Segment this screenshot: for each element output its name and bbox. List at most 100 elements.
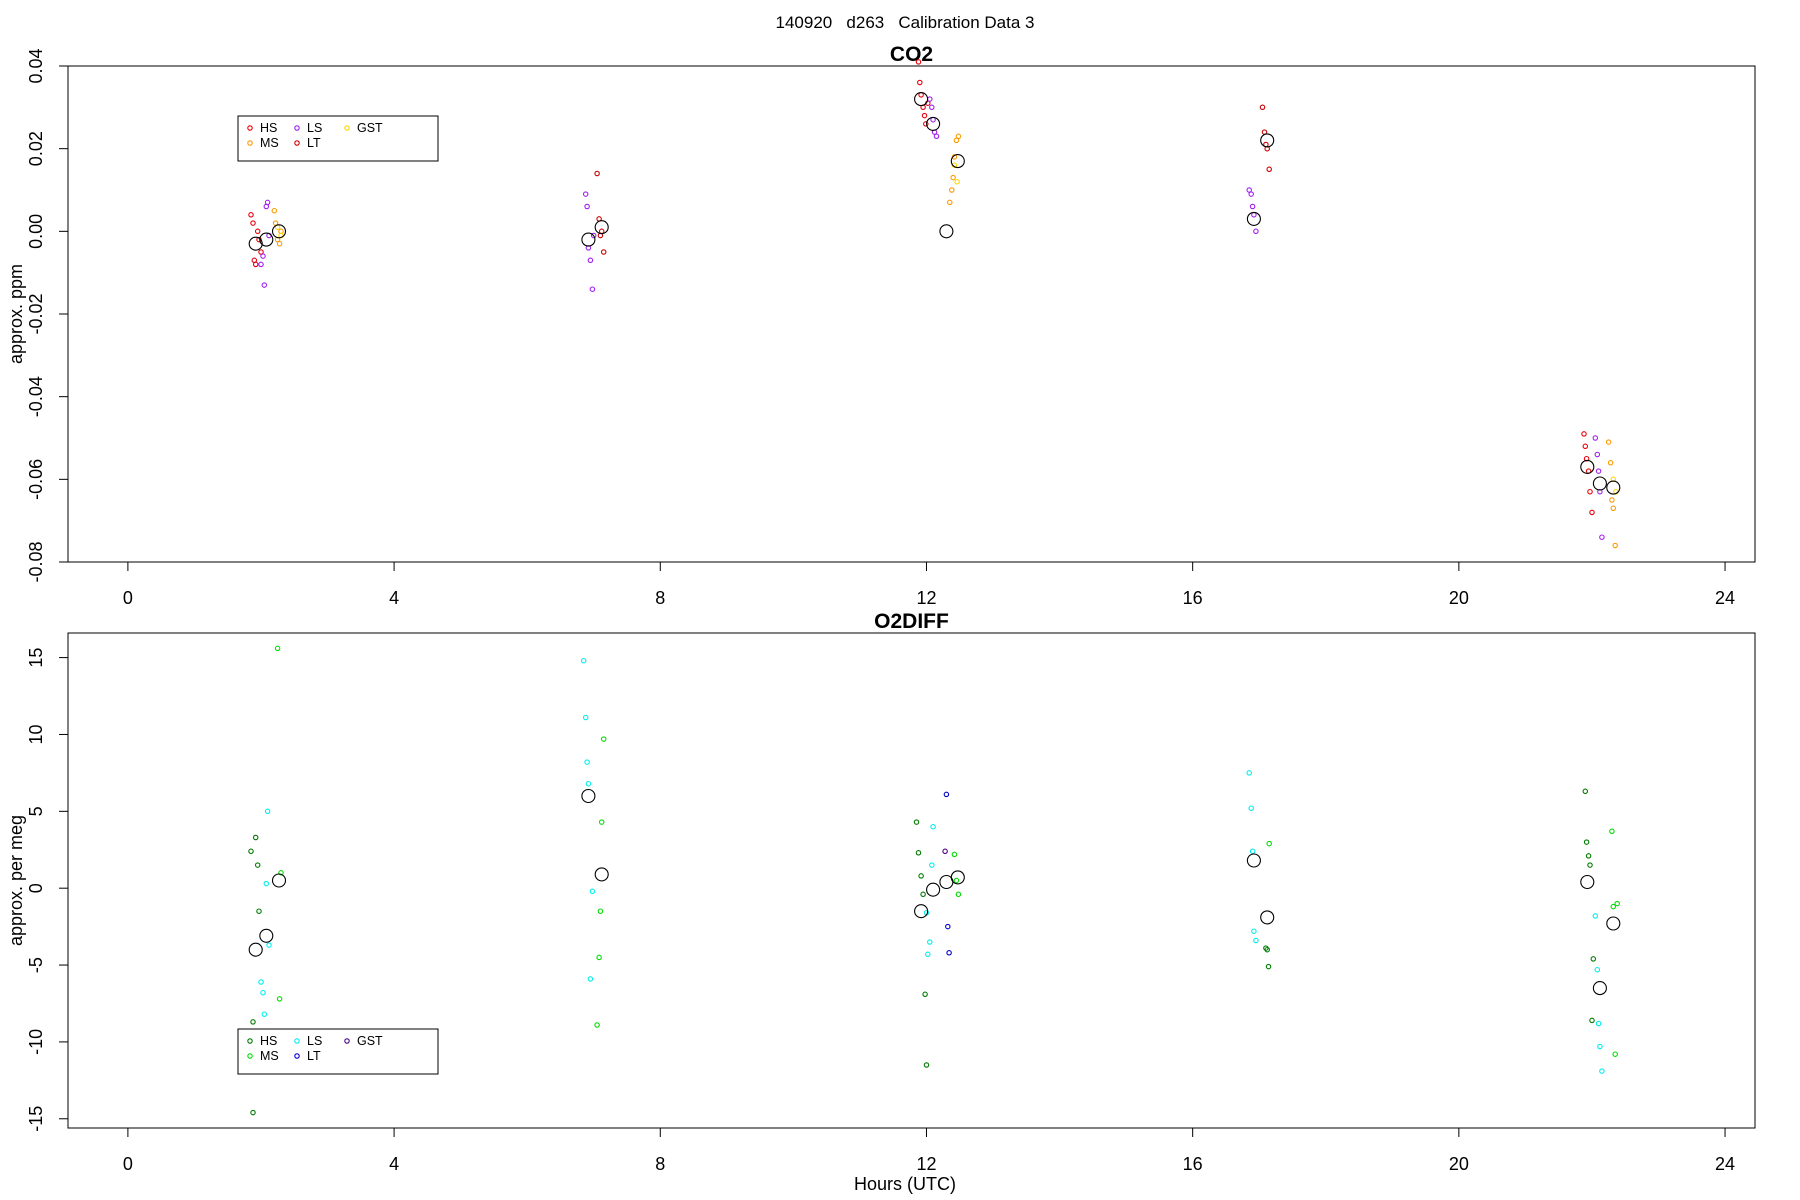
- o2diff-legend-marker-lt: [294, 1053, 300, 1059]
- co2-point-ms: [1609, 497, 1615, 503]
- co2-x-tick-label: 8: [655, 588, 665, 608]
- co2-point-hs: [258, 249, 264, 255]
- o2diff-mean-marker: [926, 882, 941, 897]
- co2-point-ls: [1594, 451, 1601, 458]
- o2diff-y-tick-label: 15: [26, 648, 46, 668]
- co2-point-ms: [949, 187, 955, 193]
- o2diff-x-axis: 0 4 8 12 16 20 24: [123, 1127, 1735, 1174]
- co2-point-hs: [1589, 509, 1595, 516]
- o2diff-point-ms: [600, 736, 607, 742]
- o2diff-point-hs: [252, 834, 259, 841]
- co2-point-hs: [917, 79, 923, 86]
- o2diff-legend-label-gst: GST: [357, 1034, 383, 1048]
- o2diff-point-hs: [913, 819, 920, 825]
- co2-y-tick-label: -0.06: [26, 459, 46, 500]
- co2-point-ls: [930, 116, 936, 123]
- co2-legend-marker-lt: [294, 140, 300, 146]
- co2-mean-marker: [259, 232, 274, 247]
- co2-point-ms: [950, 174, 956, 181]
- o2diff-y-tick-label: 10: [26, 724, 46, 744]
- co2-point-lt: [1259, 104, 1266, 111]
- o2diff-mean-marker: [259, 928, 274, 943]
- co2-point-hs: [923, 121, 929, 127]
- o2diff-point-lt: [943, 791, 950, 798]
- o2diff-point-ls: [930, 823, 936, 830]
- co2-mean-marker: [581, 232, 596, 247]
- co2-mean-marker: [271, 224, 287, 239]
- o2diff-mean-marker: [248, 942, 263, 957]
- co2-point-hs: [1587, 488, 1593, 495]
- o2diff-series-ls: [258, 657, 1605, 1074]
- co2-legend-label-gst: GST: [357, 121, 383, 135]
- o2diff-point-hs: [1589, 1017, 1595, 1024]
- o2diff-point-ls: [1597, 1043, 1603, 1050]
- o2diff-x-tick-label: 8: [655, 1154, 665, 1174]
- co2-point-lt: [598, 228, 605, 235]
- co2-point-ls: [1251, 212, 1257, 218]
- o2diff-point-hs: [918, 873, 924, 879]
- co2-mean-marker: [1592, 476, 1607, 491]
- o2diff-title: O2DIFF: [874, 610, 949, 633]
- o2diff-mean-marker: [1260, 910, 1275, 925]
- co2-point-ms: [947, 199, 953, 206]
- o2diff-point-ls: [261, 1011, 268, 1017]
- co2-mean-marker: [248, 236, 263, 251]
- o2diff-point-hs: [922, 991, 928, 998]
- o2diff-point-ms: [598, 819, 605, 825]
- o2diff-point-hs: [1264, 946, 1270, 953]
- o2diff-x-tick-label: 24: [1715, 1154, 1735, 1174]
- o2diff-point-ls: [587, 976, 594, 982]
- o2diff-panel: O2DIFF 0 4 8 12 16 20 24 -15 -10 -5 0 5 10 15 approx. p…: [6, 610, 1756, 1174]
- co2-point-ls: [261, 282, 268, 288]
- co2-y-tick-label: -0.02: [26, 293, 46, 334]
- co2-y-axis: -0.08 -0.06 -0.04 -0.02 0.00 0.02 0.04: [26, 48, 69, 583]
- o2diff-point-ms: [953, 877, 960, 884]
- o2diff-legend-marker-hs: [247, 1038, 253, 1044]
- co2-legend-box: [237, 115, 439, 162]
- o2diff-x-tick-label: 12: [916, 1154, 936, 1174]
- co2-y-tick-label: -0.08: [26, 541, 46, 582]
- co2-mean-marker: [1260, 133, 1275, 148]
- co2-legend-label-ls: LS: [307, 121, 322, 135]
- o2diff-y-tick-label: 0: [26, 883, 46, 893]
- o2diff-point-ls: [1595, 1020, 1602, 1027]
- o2diff-point-hs: [915, 850, 922, 856]
- o2diff-point-hs: [1583, 839, 1590, 845]
- co2-point-hs: [248, 212, 254, 218]
- o2diff-point-hs: [248, 848, 254, 855]
- o2diff-point-ls: [263, 880, 270, 887]
- o2diff-legend-box: [237, 1028, 439, 1075]
- co2-legend-label-hs: HS: [260, 121, 277, 135]
- o2diff-point-ms: [276, 996, 283, 1002]
- o2diff-x-tick-label: 0: [123, 1154, 133, 1174]
- co2-legend-label-lt: LT: [307, 136, 321, 150]
- o2diff-mean-marker: [1246, 853, 1261, 868]
- o2diff-point-ls: [1248, 805, 1254, 811]
- o2diff-point-ls: [1246, 770, 1252, 776]
- co2-point-ms: [1612, 542, 1618, 549]
- co2-point-ls: [1246, 187, 1252, 193]
- o2diff-point-lt: [946, 950, 952, 956]
- o2diff-point-ls: [1594, 966, 1601, 973]
- co2-title: CO2: [890, 43, 933, 66]
- o2diff-legend-label-ls: LS: [307, 1034, 322, 1048]
- o2diff-point-ls: [927, 939, 933, 945]
- co2-legend-marker-ms: [247, 140, 253, 146]
- co2-point-ls: [1253, 228, 1259, 235]
- o2diff-point-ms: [1609, 828, 1615, 835]
- o2diff-mean-marker: [271, 873, 287, 888]
- co2-point-gst: [954, 178, 960, 185]
- o2diff-point-ls: [258, 979, 264, 985]
- o2diff-y-tick-label: 5: [26, 806, 46, 816]
- co2-point-hs: [250, 220, 256, 226]
- o2diff-point-hs: [1587, 862, 1593, 868]
- co2-x-tick-label: 24: [1715, 588, 1735, 608]
- o2diff-mean-marker: [1606, 916, 1621, 931]
- co2-series-hs: [248, 59, 1595, 516]
- o2diff-point-ls: [929, 862, 935, 868]
- co2-mean-marker: [1606, 480, 1621, 495]
- co2-point-lt: [594, 170, 600, 177]
- co2-series-lt: [594, 104, 1272, 255]
- o2diff-point-ls: [266, 942, 272, 948]
- o2diff-point-ls: [925, 951, 931, 958]
